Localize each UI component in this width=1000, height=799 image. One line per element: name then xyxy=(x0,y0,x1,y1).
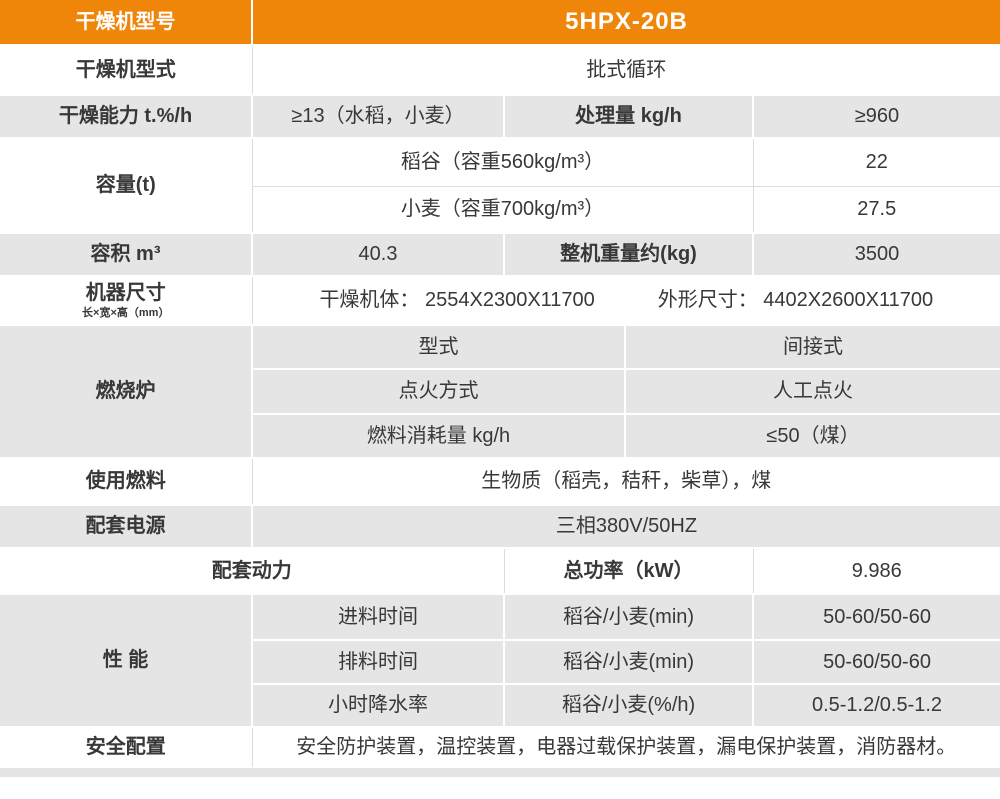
performance-feed-name: 进料时间 xyxy=(251,593,505,641)
throughput-label: 处理量 kg/h xyxy=(503,94,754,139)
performance-discharge-value: 50-60/50-60 xyxy=(751,639,1000,685)
performance-feed-value: 50-60/50-60 xyxy=(751,593,1000,641)
safety-value: 安全防护装置，温控装置，电器过载保护装置，漏电保护装置，消防器材。 xyxy=(251,726,1000,768)
total-power-label: 总功率（kW） xyxy=(503,547,754,595)
row-furnace-consumption: 燃料消耗量 kg/h ≤50（煤） xyxy=(0,413,1000,459)
row-performance-feed: 性 能 进料时间 稻谷/小麦(min) 50-60/50-60 xyxy=(0,593,1000,728)
type-value: 批式循环 xyxy=(251,44,1000,96)
performance-discharge-name: 排料时间 xyxy=(251,639,505,685)
capacity-label: 容量(t) xyxy=(0,137,253,234)
row-model: 干燥机型号 5HPX-20B xyxy=(0,0,1000,46)
row-fuel: 使用燃料 生物质（稻壳，秸秆，柴草），煤 xyxy=(0,457,1000,506)
dimensions-label-sub: 长×宽×高（mm） xyxy=(82,306,170,319)
row-power-supply: 配套电源 三相380V/50HZ xyxy=(0,504,1000,549)
power-label: 配套动力 xyxy=(0,547,505,595)
row-capacity-rice: 容量(t) 稻谷（容重560kg/m³） 22 xyxy=(0,137,1000,234)
capability-value: ≥13（水稻，小麦） xyxy=(251,94,505,139)
row-performance-moisture: 小时降水率 稻谷/小麦(%/h) 0.5-1.2/0.5-1.2 xyxy=(0,683,1000,728)
performance-discharge-spec: 稻谷/小麦(min) xyxy=(503,639,754,685)
weight-label: 整机重量约(kg) xyxy=(503,232,754,277)
dimensions-body: 干燥机体： 2554X2300X11700 xyxy=(319,289,595,311)
type-label: 干燥机型式 xyxy=(0,44,253,96)
furnace-ignition-value: 人工点火 xyxy=(623,368,1000,415)
dimensions-values: 干燥机体： 2554X2300X11700 外形尺寸： 4402X2600X11… xyxy=(251,275,1000,326)
performance-label: 性 能 xyxy=(0,593,253,728)
row-furnace-type: 燃烧炉 型式 间接式 xyxy=(0,324,1000,459)
power-supply-value: 三相380V/50HZ xyxy=(250,504,1000,549)
row-performance-discharge: 排料时间 稻谷/小麦(min) 50-60/50-60 xyxy=(0,639,1000,685)
row-power: 配套动力 总功率（kW） 9.986 xyxy=(0,547,1000,595)
dimensions-label-main: 机器尺寸 xyxy=(85,281,166,304)
capacity-rice-name: 稻谷（容重560kg/m³） xyxy=(251,137,754,187)
dimensions-label: 机器尺寸 长×宽×高（mm） xyxy=(0,275,253,326)
model-label: 干燥机型号 xyxy=(0,0,253,46)
capacity-rice-value: 22 xyxy=(752,137,1000,187)
row-volume: 容积 m³ 40.3 整机重量约(kg) 3500 xyxy=(0,232,1000,277)
total-power-value: 9.986 xyxy=(752,547,1000,595)
capacity-wheat-value: 27.5 xyxy=(752,185,1000,234)
next-row-edge-strip xyxy=(0,768,1000,777)
furnace-label: 燃烧炉 xyxy=(0,324,253,459)
row-safety: 安全配置 安全防护装置，温控装置，电器过载保护装置，漏电保护装置，消防器材。 xyxy=(0,726,1000,768)
fuel-value: 生物质（稻壳，秸秆，柴草），煤 xyxy=(251,457,1000,506)
volume-label: 容积 m³ xyxy=(0,232,253,277)
volume-value: 40.3 xyxy=(251,232,505,277)
power-supply-label: 配套电源 xyxy=(0,504,253,549)
furnace-ignition-name: 点火方式 xyxy=(251,368,626,415)
furnace-type-value: 间接式 xyxy=(623,324,1000,370)
performance-moisture-value: 0.5-1.2/0.5-1.2 xyxy=(751,683,1000,728)
furnace-consumption-value: ≤50（煤） xyxy=(623,413,1000,459)
row-furnace-ignition: 点火方式 人工点火 xyxy=(0,368,1000,415)
furnace-consumption-name: 燃料消耗量 kg/h xyxy=(251,413,626,459)
throughput-value: ≥960 xyxy=(751,94,1000,139)
row-capability: 干燥能力 t.%/h ≥13（水稻，小麦） 处理量 kg/h ≥960 xyxy=(0,94,1000,139)
performance-moisture-name: 小时降水率 xyxy=(251,683,505,728)
furnace-type-name: 型式 xyxy=(251,324,626,370)
safety-label: 安全配置 xyxy=(0,726,253,768)
dryer-spec-table: 干燥机型号 5HPX-20B 干燥机型式 批式循环 干燥能力 t.%/h ≥13… xyxy=(0,0,1000,768)
capacity-wheat-name: 小麦（容重700kg/m³） xyxy=(251,185,754,234)
dimensions-overall: 外形尺寸： 4402X2600X11700 xyxy=(657,289,934,311)
capability-label: 干燥能力 t.%/h xyxy=(0,94,253,139)
performance-moisture-spec: 稻谷/小麦(%/h) xyxy=(503,683,754,728)
row-dimensions: 机器尺寸 长×宽×高（mm） 干燥机体： 2554X2300X11700 外形尺… xyxy=(0,275,1000,326)
row-type: 干燥机型式 批式循环 xyxy=(0,44,1000,96)
performance-feed-spec: 稻谷/小麦(min) xyxy=(503,593,754,641)
weight-value: 3500 xyxy=(751,232,1000,277)
fuel-label: 使用燃料 xyxy=(0,457,253,506)
model-value: 5HPX-20B xyxy=(250,0,1000,46)
